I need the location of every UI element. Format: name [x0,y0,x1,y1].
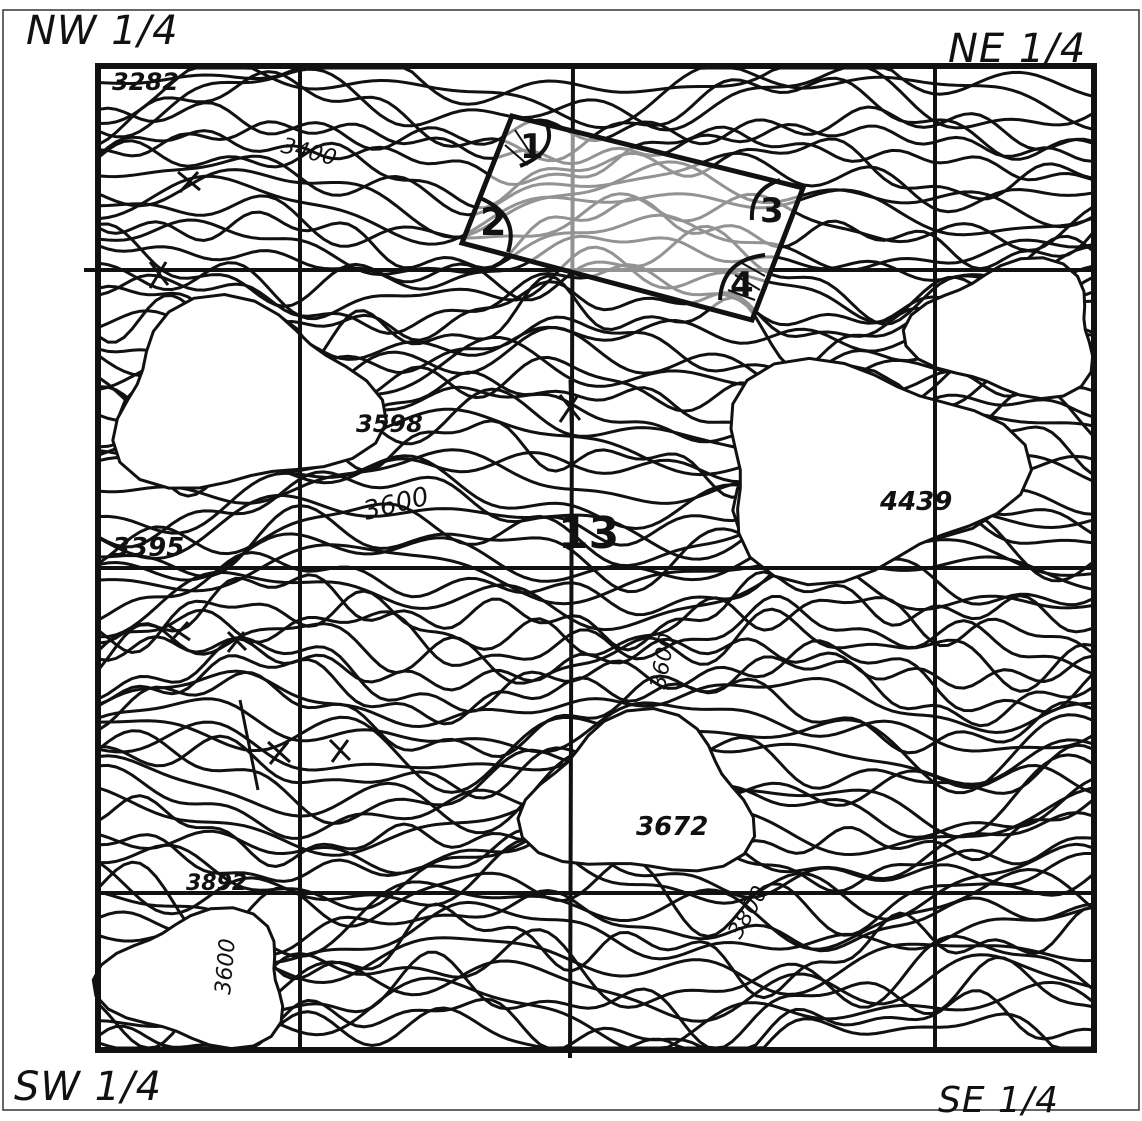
contour-line [99,836,1093,921]
elev-3892: 3892 [186,871,247,896]
contour-loop [91,906,285,1051]
contour-line [99,654,1093,728]
section-boundary [95,63,1097,1053]
contour-line [99,589,1093,657]
quarter-label-sw: SW 1/4 [14,1064,163,1110]
quarter-label-nw: NW 1/4 [26,8,179,54]
parcel-corner-3: 3 [760,191,784,231]
contour-lines [91,66,1095,1051]
parcel-corner-4: 4 [730,265,754,305]
survey-marks [148,170,582,791]
elev-3672: 3672 [636,812,708,842]
contour-loop [729,356,1034,587]
corner-hatch [504,129,766,301]
elev-4439: 4439 [879,487,952,517]
quarter-label-ne: NE 1/4 [948,26,1087,72]
parcel-corner-2: 2 [480,200,506,244]
elev-3395: 3395 [112,533,184,563]
quarter-label-se: SE 1/4 [938,1080,1059,1121]
elev-3598: 3598 [356,410,423,438]
contour-line [98,595,1093,675]
elev-3282: 3282 [112,68,179,96]
contour-line [99,713,1093,795]
contour-loop [901,256,1095,401]
contour-line [99,670,1093,759]
contour-line [99,66,1093,131]
contour-line [99,635,1093,692]
contour-line [99,570,1093,652]
parcel-corner-arc-3 [749,178,781,221]
contour-loop [111,292,389,490]
contour-line [99,66,1093,139]
parcel-corner-arc-2 [479,196,513,253]
contour-line [99,549,1093,621]
parcel-polygon [458,113,807,323]
parcel-corner-arc-4 [718,253,766,301]
elev-3600-sw: 3600 [211,938,241,996]
section-number: 13 [558,508,619,559]
contour-line [99,636,1094,714]
parcel-corner-1: 1 [520,127,544,167]
contour-line [98,607,1093,693]
contour-line [99,66,1093,106]
contour-loop [516,706,757,873]
parcel-outline: 1 2 3 4 [458,113,807,323]
contour-line [99,70,1093,163]
elevation-labels: 3282 3400 3598 3600 3395 4439 3600 3672 … [112,68,952,996]
